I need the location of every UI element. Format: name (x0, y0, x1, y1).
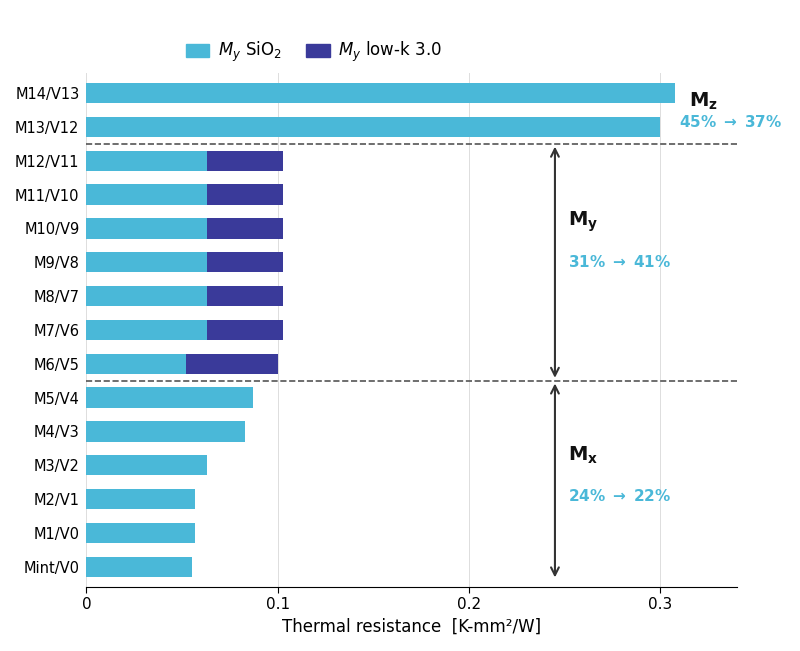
Bar (86, 523, 195, 543)
Bar (86, 387, 253, 408)
Text: $\mathbf{M_y}$: $\mathbf{M_y}$ (568, 210, 598, 234)
Bar (86, 286, 207, 306)
Bar (207, 150, 283, 171)
Text: $\mathbf{M_x}$: $\mathbf{M_x}$ (568, 445, 598, 465)
Text: $\mathbf{M_z}$: $\mathbf{M_z}$ (689, 91, 718, 112)
Bar (207, 320, 283, 340)
Bar (86, 117, 660, 137)
Bar (86, 353, 186, 374)
Bar (86, 455, 207, 475)
Bar (207, 184, 283, 205)
Bar (186, 353, 278, 374)
Bar (86, 320, 207, 340)
Bar (207, 286, 283, 306)
Legend: $M_y\ \mathrm{SiO_2}$, $M_y\ \mathrm{low}\text{-}\mathrm{k}\ 3.0$: $M_y\ \mathrm{SiO_2}$, $M_y\ \mathrm{low… (186, 40, 442, 64)
Bar (207, 218, 283, 238)
X-axis label: Thermal resistance  [K-mm²/W]: Thermal resistance [K-mm²/W] (282, 618, 541, 636)
Bar (207, 252, 283, 272)
Bar (86, 421, 245, 441)
Bar (86, 252, 207, 272)
Text: $\mathbf{31\%\ \rightarrow\ 41\%}$: $\mathbf{31\%\ \rightarrow\ 41\%}$ (568, 255, 671, 270)
Bar (86, 150, 207, 171)
Bar (86, 83, 675, 104)
Bar (86, 184, 207, 205)
Bar (86, 557, 192, 577)
Bar (86, 489, 195, 509)
Bar (86, 218, 207, 238)
Text: $\mathbf{24\%\ \rightarrow\ 22\%}$: $\mathbf{24\%\ \rightarrow\ 22\%}$ (568, 488, 671, 504)
Text: $\mathbf{45\%\ \rightarrow\ 37\%}$: $\mathbf{45\%\ \rightarrow\ 37\%}$ (679, 114, 782, 130)
